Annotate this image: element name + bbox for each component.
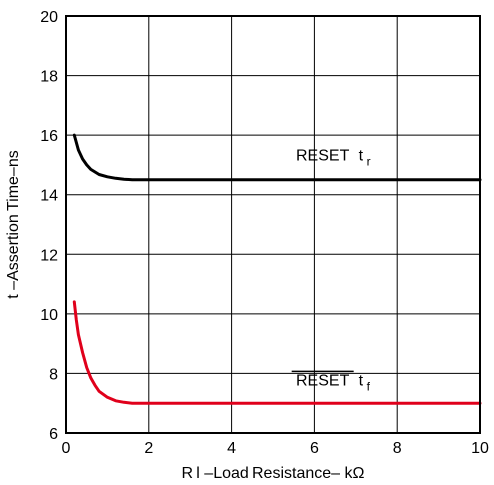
y-tick-label: 8 [49,366,58,383]
series-label-main: RESET [296,372,350,389]
series-line-reset-tr [72,133,482,182]
x-tick-label: 0 [62,440,71,457]
y-tick-label: 16 [40,128,58,145]
x-tick-label: 4 [227,440,236,457]
series-label-main: RESET [296,147,350,164]
y-tick-label: 14 [40,188,58,205]
plot-frame [65,15,481,434]
x-tick-label: 10 [471,440,489,457]
y-tick-labels: 6 8 10 12 14 16 18 20 [40,9,58,443]
series-label-prefix: t [359,147,364,164]
series-label-subscript: f [367,379,371,393]
x-axis-label: R l –Load Resistance– kΩ [182,465,365,482]
series-label-tf: RESET t f [291,370,371,393]
y-tick-label: 6 [49,426,58,443]
series-label-tr: RESET t r [296,147,371,168]
series-line-reset-tf [72,300,482,405]
x-tick-label: 8 [393,440,402,457]
x-tick-labels: 0 2 4 6 8 10 [62,440,489,457]
series-label-subscript: r [367,154,371,168]
series-label-prefix: t [359,372,364,389]
y-tick-label: 10 [40,307,58,324]
series-group [72,133,482,405]
y-tick-label: 20 [40,9,58,26]
x-tick-label: 6 [310,440,319,457]
y-tick-label: 12 [40,247,58,264]
y-axis-label: t –Assertion Time–ns [5,150,22,298]
grid-lines [66,16,480,433]
x-tick-label: 2 [144,440,153,457]
y-tick-label: 18 [40,69,58,86]
